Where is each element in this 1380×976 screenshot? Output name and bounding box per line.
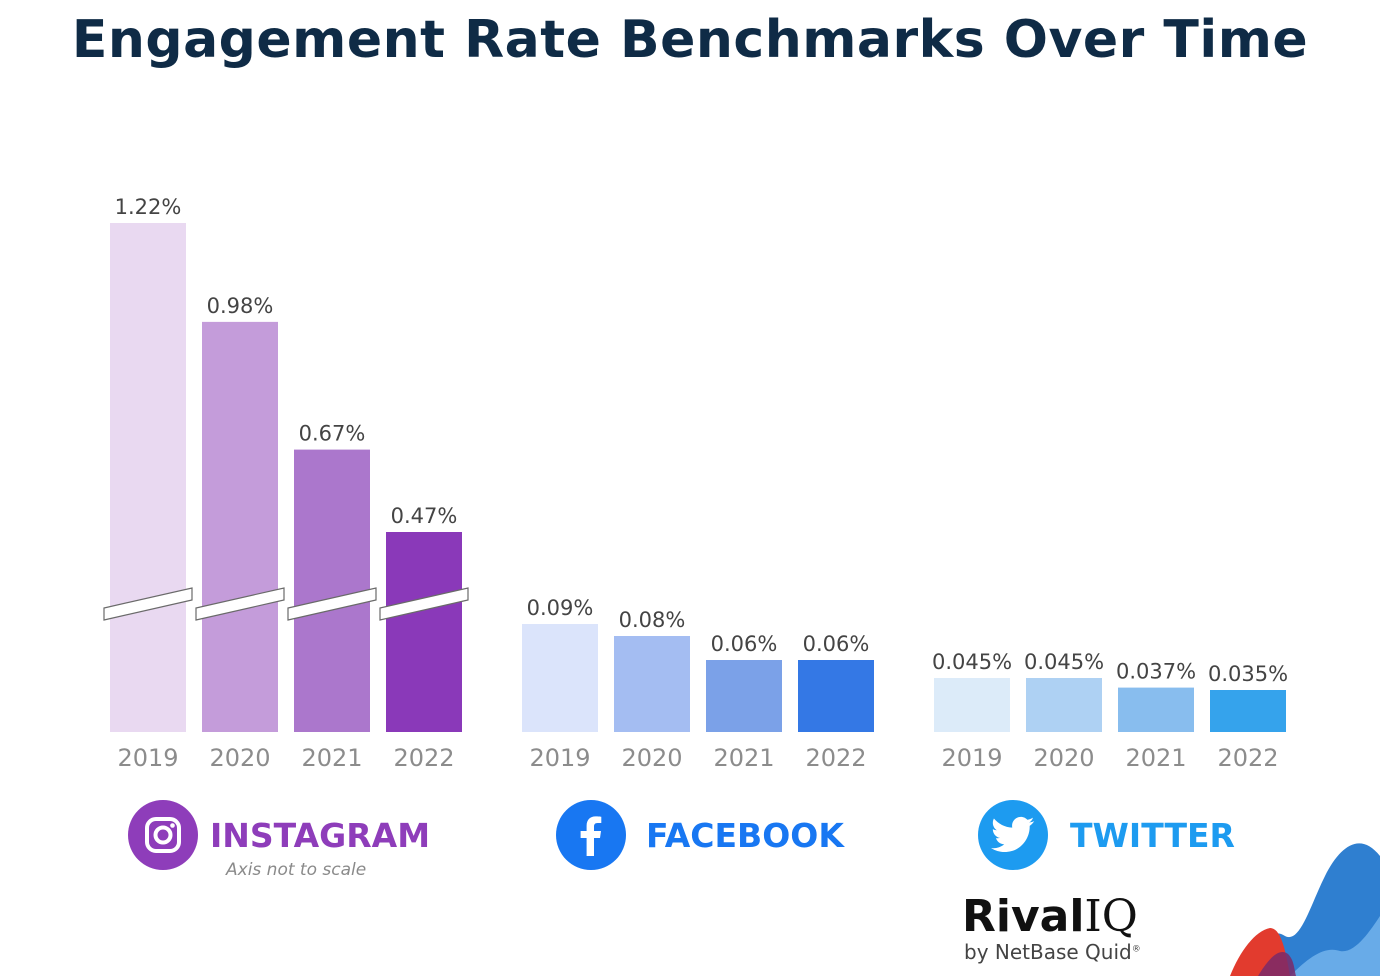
value-label: 0.09%: [527, 596, 594, 620]
axis-break-mark: [195, 587, 285, 621]
value-label: 0.06%: [803, 632, 870, 656]
year-label: 2019: [941, 744, 1002, 772]
twitter-legend: TWITTER: [978, 800, 1235, 870]
bar-facebook-2021: [706, 660, 782, 732]
chart-title: Engagement Rate Benchmarks Over Time: [71, 10, 1309, 70]
twitter-label: TWITTER: [1070, 815, 1235, 855]
value-label: 1.22%: [115, 195, 182, 219]
value-label: 0.045%: [932, 650, 1012, 674]
axis-break-mark: [103, 587, 193, 621]
bar-facebook-2020: [614, 636, 690, 732]
value-label: 0.06%: [711, 632, 778, 656]
year-label: 2022: [1217, 744, 1278, 772]
bar-instagram-2020: [202, 321, 278, 732]
bar-twitter-2022: [1210, 690, 1286, 732]
year-label: 2021: [301, 744, 362, 772]
logo-wordmark: RivalIQ: [962, 891, 1138, 942]
instagram-icon: [128, 800, 198, 870]
instagram-legend: INSTAGRAM: [128, 800, 430, 870]
bar-facebook-2022: [798, 660, 874, 732]
logo-subtitle: by NetBase Quid®: [964, 940, 1141, 964]
year-label: 2021: [713, 744, 774, 772]
year-label: 2020: [209, 744, 270, 772]
bar-instagram-2022: [386, 532, 462, 732]
value-label: 0.045%: [1024, 650, 1104, 674]
year-label: 2020: [621, 744, 682, 772]
year-label: 2022: [393, 744, 454, 772]
value-label: 0.47%: [391, 504, 458, 528]
value-label: 0.035%: [1208, 662, 1288, 686]
axis-break-mark: [379, 587, 469, 621]
bar-twitter-2019: [934, 678, 1010, 732]
facebook-icon: [556, 800, 626, 870]
bar-instagram-2019: [110, 223, 186, 732]
year-label: 2019: [529, 744, 590, 772]
year-label: 2020: [1033, 744, 1094, 772]
bar-twitter-2020: [1026, 678, 1102, 732]
value-label: 0.67%: [299, 422, 366, 446]
facebook-legend: FACEBOOK: [556, 800, 844, 870]
twitter-icon: [978, 800, 1048, 870]
value-label: 0.037%: [1116, 660, 1196, 684]
decorative-waves: [1230, 843, 1380, 976]
bar-facebook-2019: [522, 624, 598, 732]
axis-note: Axis not to scale: [226, 860, 367, 880]
value-label: 0.98%: [207, 294, 274, 318]
instagram-label: INSTAGRAM: [210, 815, 431, 855]
value-label: 0.08%: [619, 608, 686, 632]
bar-twitter-2021: [1118, 687, 1194, 732]
year-label: 2021: [1125, 744, 1186, 772]
facebook-label: FACEBOOK: [646, 815, 844, 855]
year-label: 2022: [805, 744, 866, 772]
axis-break-mark: [287, 587, 377, 621]
year-label: 2019: [117, 744, 178, 772]
bar-instagram-2021: [294, 449, 370, 732]
rivaliq-logo: RivalIQ by NetBase Quid®: [962, 891, 1141, 965]
